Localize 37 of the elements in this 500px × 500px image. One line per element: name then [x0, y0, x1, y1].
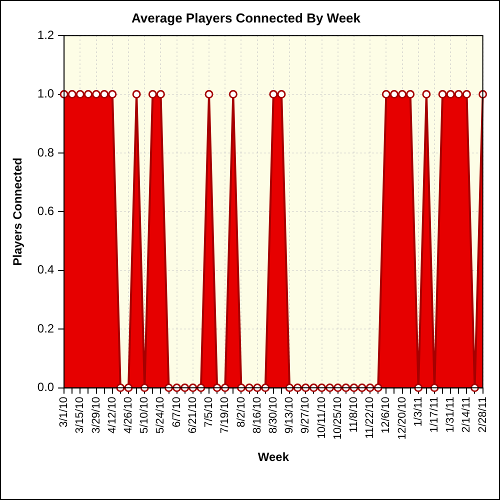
- x-tick-label: 4/26/10: [122, 396, 135, 434]
- y-tick-label: 0.4: [37, 262, 54, 277]
- x-tick-label: 1/17/11: [428, 396, 441, 433]
- x-tick-label: 2/28/11: [476, 396, 489, 433]
- x-tick-label: 6/21/10: [186, 396, 199, 434]
- x-tick-label: 7/19/10: [219, 396, 232, 434]
- chart-title: Average Players Connected By Week: [131, 10, 362, 26]
- x-tick-label: 3/29/10: [90, 396, 102, 434]
- y-tick-label: 0.8: [37, 145, 54, 160]
- x-tick-label: 1/31/11: [444, 396, 457, 433]
- x-tick-label: 10/11/10: [316, 396, 328, 439]
- x-axis-title: Week: [258, 450, 290, 464]
- x-tick-label: 9/27/10: [300, 396, 312, 434]
- y-tick-label: 0.0: [37, 380, 54, 394]
- y-tick-label: 0.6: [37, 204, 54, 218]
- y-tick-label: 1.0: [37, 86, 54, 101]
- x-tick-label: 8/30/10: [267, 396, 280, 434]
- x-tick-label: 4/12/10: [106, 396, 118, 434]
- x-tick-label: 9/13/10: [284, 396, 296, 434]
- x-tick-label: 8/16/10: [251, 396, 264, 434]
- x-tick-label: 11/8/10: [348, 396, 360, 433]
- x-tick-label: 5/10/10: [138, 396, 151, 434]
- x-tick-label: 10/25/10: [332, 396, 344, 440]
- x-tick-label: 7/5/10: [203, 396, 216, 428]
- x-tick-label: 5/24/10: [154, 396, 167, 434]
- x-tick-label: 3/15/10: [74, 396, 86, 434]
- x-tick-label: 12/20/10: [396, 396, 408, 440]
- x-tick-label: 11/22/10: [364, 396, 376, 439]
- y-tick-label: 0.2: [37, 321, 54, 336]
- x-tick-label: 1/3/11: [412, 396, 424, 427]
- x-tick-label: 12/6/10: [380, 396, 392, 434]
- x-tick-label: 6/7/10: [170, 396, 183, 428]
- y-axis-title: Players Connected: [10, 158, 25, 266]
- x-tick-label: 3/1/10: [58, 396, 70, 428]
- x-tick-label: 8/2/10: [235, 396, 248, 428]
- y-tick-label: 1.2: [37, 28, 54, 42]
- x-tick-label: 2/14/11: [460, 396, 473, 433]
